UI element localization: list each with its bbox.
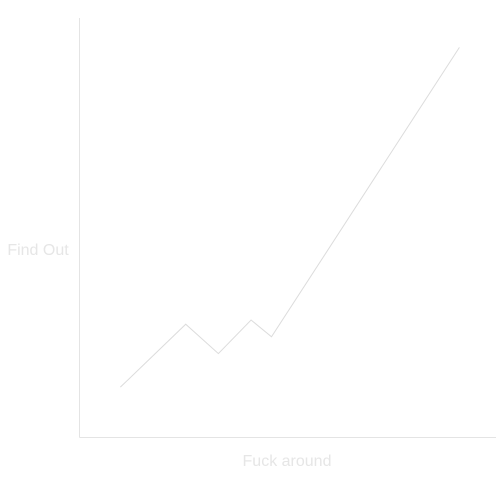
series-group: [120, 47, 460, 388]
y-axis-label: Find Out: [7, 242, 69, 259]
series-line-0: [120, 47, 460, 388]
x-axis-label: Fuck around: [243, 453, 332, 470]
